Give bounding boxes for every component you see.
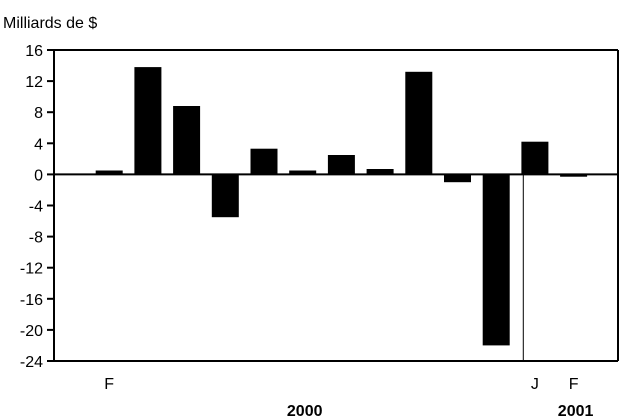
bar-4 [211,174,239,218]
bar-11 [482,174,510,346]
y-axis-ticks: 16 12 8 4 0 -4 -8 -12 -16 -20 -24 [20,43,54,371]
bar-13 [560,174,588,177]
bar-8 [366,169,394,175]
y-tick-label: 12 [25,74,43,91]
y-tick-label: -20 [20,323,43,340]
x-category-label: J [531,376,539,393]
bar-6 [289,170,317,175]
bar-3 [173,106,201,175]
bar-5 [250,148,278,175]
y-tick-label: -16 [20,292,43,309]
y-tick-label: 0 [34,167,43,184]
x-axis-labels: F J F 2000 2001 [104,376,593,419]
y-tick-label: -8 [29,230,43,247]
y-tick-label: 4 [34,136,43,153]
x-year-label: 2000 [287,403,323,419]
x-category-label: F [569,376,579,393]
y-tick-label: 16 [25,43,43,60]
bar-7 [327,155,355,175]
y-axis-title: Milliards de $ [3,15,97,32]
y-tick-label: -24 [20,354,43,371]
bar-1 [95,170,123,175]
bar-12 [521,141,549,175]
x-year-label: 2001 [558,403,594,419]
bars-group [95,67,588,346]
bar-10 [444,174,471,183]
y-tick-label: -4 [29,199,43,216]
x-category-label: F [104,376,114,393]
bar-9 [405,71,433,175]
bar-2 [134,67,162,175]
y-tick-label: 8 [34,105,43,122]
y-tick-label: -12 [20,261,43,278]
